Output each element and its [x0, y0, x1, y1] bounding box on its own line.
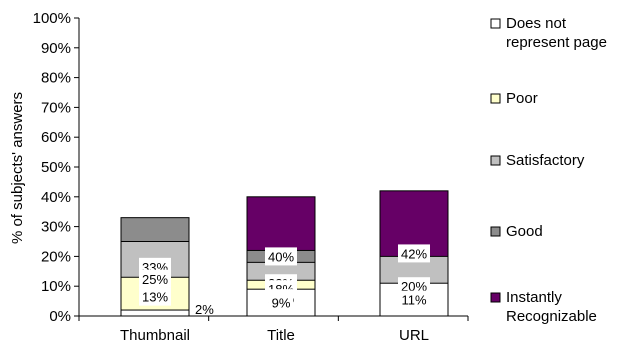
legend-label: Poor — [506, 90, 538, 107]
y-tick-label: 10% — [41, 278, 71, 295]
data-label-box — [265, 247, 297, 266]
data-label: 9% — [272, 296, 291, 311]
data-label-box — [269, 293, 293, 312]
legend-swatch — [490, 18, 501, 29]
legend-swatch — [490, 155, 501, 166]
legend-label: Recognizable — [506, 308, 597, 325]
legend-label: Satisfactory — [506, 152, 585, 169]
data-label: 11% — [401, 293, 426, 308]
data-label: 13% — [142, 290, 168, 305]
y-tick-label: 100% — [33, 10, 71, 27]
data-label: 2% — [195, 302, 214, 317]
data-label-box — [398, 290, 430, 309]
data-label: 25% — [142, 272, 168, 287]
y-tick-label: 90% — [41, 40, 71, 57]
data-label-box — [139, 269, 171, 288]
data-label-box — [398, 244, 430, 263]
data-label: 40% — [268, 249, 294, 264]
data-label-box — [139, 287, 171, 306]
legend-label: Good — [506, 223, 543, 240]
legend-label: Does not — [506, 15, 567, 32]
data-label: 20% — [401, 279, 427, 294]
data-label: 42% — [401, 246, 427, 261]
y-tick-label: 30% — [41, 219, 71, 236]
y-tick-label: 80% — [41, 70, 71, 87]
legend-swatch — [490, 93, 501, 104]
legend-label: Instantly — [506, 289, 562, 306]
y-tick-label: 70% — [41, 99, 71, 116]
y-axis-label: % of subjects' answers — [9, 92, 26, 244]
legend-swatch — [490, 292, 501, 303]
legend-swatch — [490, 226, 501, 237]
legend: Does not represent page Poor Satisfactory Go… — [490, 15, 607, 325]
data-labels: 28%33%25%13%2%40%22%18%12%9%42%18%20%10%… — [139, 244, 430, 317]
y-tick-label: 60% — [41, 129, 71, 146]
bar-segment — [120, 309, 190, 317]
x-category-label: URL — [399, 327, 429, 344]
y-tick-label: 0% — [49, 308, 71, 325]
y-tick-label: 20% — [41, 248, 71, 265]
x-category-label: Title — [267, 327, 295, 344]
x-category-label: Thumbnail — [120, 327, 190, 344]
y-tick-label: 50% — [41, 159, 71, 176]
y-tick-label: 40% — [41, 189, 71, 206]
axes: 0% 10% 20% 30% 40% 50% 60% 70% 80% 90% 100% Thumbna… — [33, 10, 469, 344]
legend-label: represent page — [506, 34, 607, 51]
